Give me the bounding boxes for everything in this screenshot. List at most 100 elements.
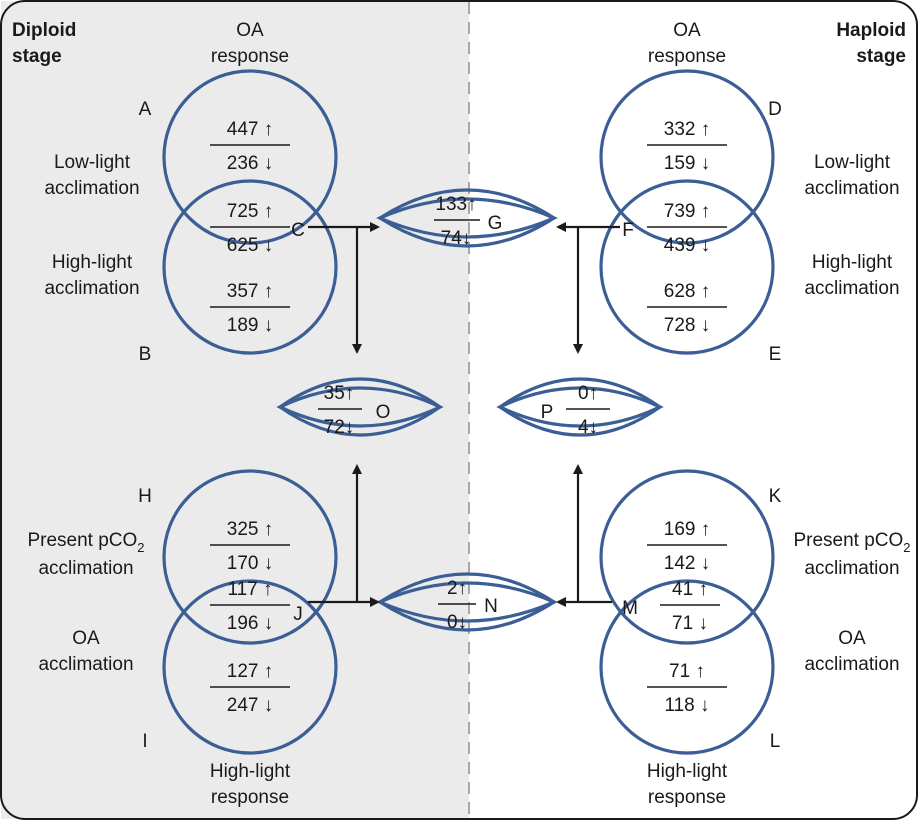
letter-o: O [376,402,391,423]
venn-circle-high-light-haploid [599,179,775,355]
letter-g: G [488,213,503,234]
set-e-up: 628 ↑ [664,281,710,302]
set-o-up: 35↑ [324,383,355,404]
set-g-down: 74↓ [441,228,472,249]
letter-i: I [142,731,147,752]
present-pco2-right-sub: 2 [903,540,910,555]
set-m-counts: 41 ↑ 71 ↓ [660,579,720,634]
lens-g [375,188,559,248]
letter-n: N [484,596,498,617]
set-o-down: 72↓ [324,417,355,438]
set-o-counts: 35↑ 72↓ [318,383,362,438]
low-light-right-line2: acclimation [804,178,899,199]
low-light-left-line1: Low-light [54,152,131,173]
haploid-stage-line1: Haploid [836,20,906,41]
venn-circle-oa-diploid [162,579,338,755]
venn-circle-high-light-diploid [162,179,338,355]
haploid-stage-line2: stage [856,46,906,67]
oa-response-right-line1: OA [673,20,701,41]
present-pco2-left-line2: acclimation [38,558,133,579]
set-n-up: 2↑ [447,578,467,599]
letter-p: P [541,402,554,423]
letter-b: B [139,344,152,365]
set-d-up: 332 ↑ [664,119,710,140]
set-h-up: 325 ↑ [227,519,273,540]
venn-circle-low-light-diploid [162,69,338,245]
set-e-down: 728 ↓ [664,315,710,336]
set-e-counts: 628 ↑ 728 ↓ [647,281,727,336]
set-i-up: 127 ↑ [227,661,273,682]
set-l-counts: 71 ↑ 118 ↓ [647,661,727,716]
set-a-down: 236 ↓ [227,153,273,174]
oa-response-left-line1: OA [236,20,264,41]
oa-acclimation-right-line2: acclimation [804,654,899,675]
set-l-down: 118 ↓ [664,695,709,716]
present-pco2-left-line1: Present pCO2 [27,530,144,555]
oa-response-right-line2: response [648,46,726,67]
set-f-up: 739 ↑ [664,201,710,222]
present-pco2-left-text: Present pCO [27,530,137,551]
highlight-response-right-line2: response [648,787,726,808]
letter-h: H [138,486,152,507]
lens-n [375,572,559,632]
set-b-counts: 357 ↑ 189 ↓ [210,281,290,336]
venn-circle-present-pco2-diploid [162,469,338,645]
set-h-counts: 325 ↑ 170 ↓ [210,519,290,574]
connector-m-to-n [556,464,612,607]
highlight-response-left-line2: response [211,787,289,808]
connector-c-to-g [308,222,380,354]
venn-circle-low-light-haploid [599,69,775,245]
present-pco2-right-line1: Present pCO2 [793,530,910,555]
set-k-up: 169 ↑ [664,519,710,540]
oa-acclimation-left-line2: acclimation [38,654,133,675]
set-c-up: 725 ↑ [227,201,273,222]
set-m-up: 41 ↑ [672,579,708,600]
highlight-response-right-line1: High-light [647,761,728,782]
letter-m: M [622,598,638,619]
oa-acclimation-left-line1: OA [72,628,100,649]
set-c-counts: 725 ↑ 625 ↓ [210,201,290,256]
set-a-up: 447 ↑ [227,119,273,140]
letter-l: L [770,731,781,752]
set-b-up: 357 ↑ [227,281,273,302]
letter-c: C [291,220,305,241]
set-f-counts: 739 ↑ 439 ↓ [647,201,727,256]
set-l-up: 71 ↑ [669,661,705,682]
low-light-left-line2: acclimation [44,178,139,199]
lens-o [276,377,444,437]
letter-a: A [139,99,152,120]
oa-response-left-line2: response [211,46,289,67]
letter-k: K [769,486,782,507]
set-n-down: 0↓ [447,612,467,633]
connector-f-to-g [556,222,620,354]
letter-j: J [293,604,303,625]
present-pco2-right-text: Present pCO [793,530,903,551]
set-j-down: 196 ↓ [227,613,273,634]
set-h-down: 170 ↓ [227,553,273,574]
venn-circle-oa-haploid [599,579,775,755]
set-g-up: 133↑ [435,194,476,215]
diploid-panel-background [1,1,469,819]
set-p-down: 4↓ [578,417,598,438]
venn-circle-present-pco2-haploid [599,469,775,645]
lens-p [496,377,664,437]
set-k-counts: 169 ↑ 142 ↓ [647,519,727,574]
high-light-left-line1: High-light [52,252,133,273]
letter-e: E [769,344,782,365]
connector-j-to-n [308,464,380,607]
present-pco2-left-sub: 2 [137,540,144,555]
diploid-stage-line1: Diploid [12,20,76,41]
highlight-response-left-line1: High-light [210,761,291,782]
diploid-stage-line2: stage [12,46,62,67]
set-m-down: 71 ↓ [672,613,708,634]
set-i-counts: 127 ↑ 247 ↓ [210,661,290,716]
set-n-counts: 2↑ 0↓ [438,578,476,633]
set-i-down: 247 ↓ [227,695,273,716]
low-light-right-line1: Low-light [814,152,891,173]
high-light-right-line1: High-light [812,252,893,273]
set-j-counts: 117 ↑ 196 ↓ [210,579,290,634]
set-c-down: 625 ↓ [227,235,273,256]
set-k-down: 142 ↓ [664,553,710,574]
set-f-down: 439 ↓ [664,235,710,256]
